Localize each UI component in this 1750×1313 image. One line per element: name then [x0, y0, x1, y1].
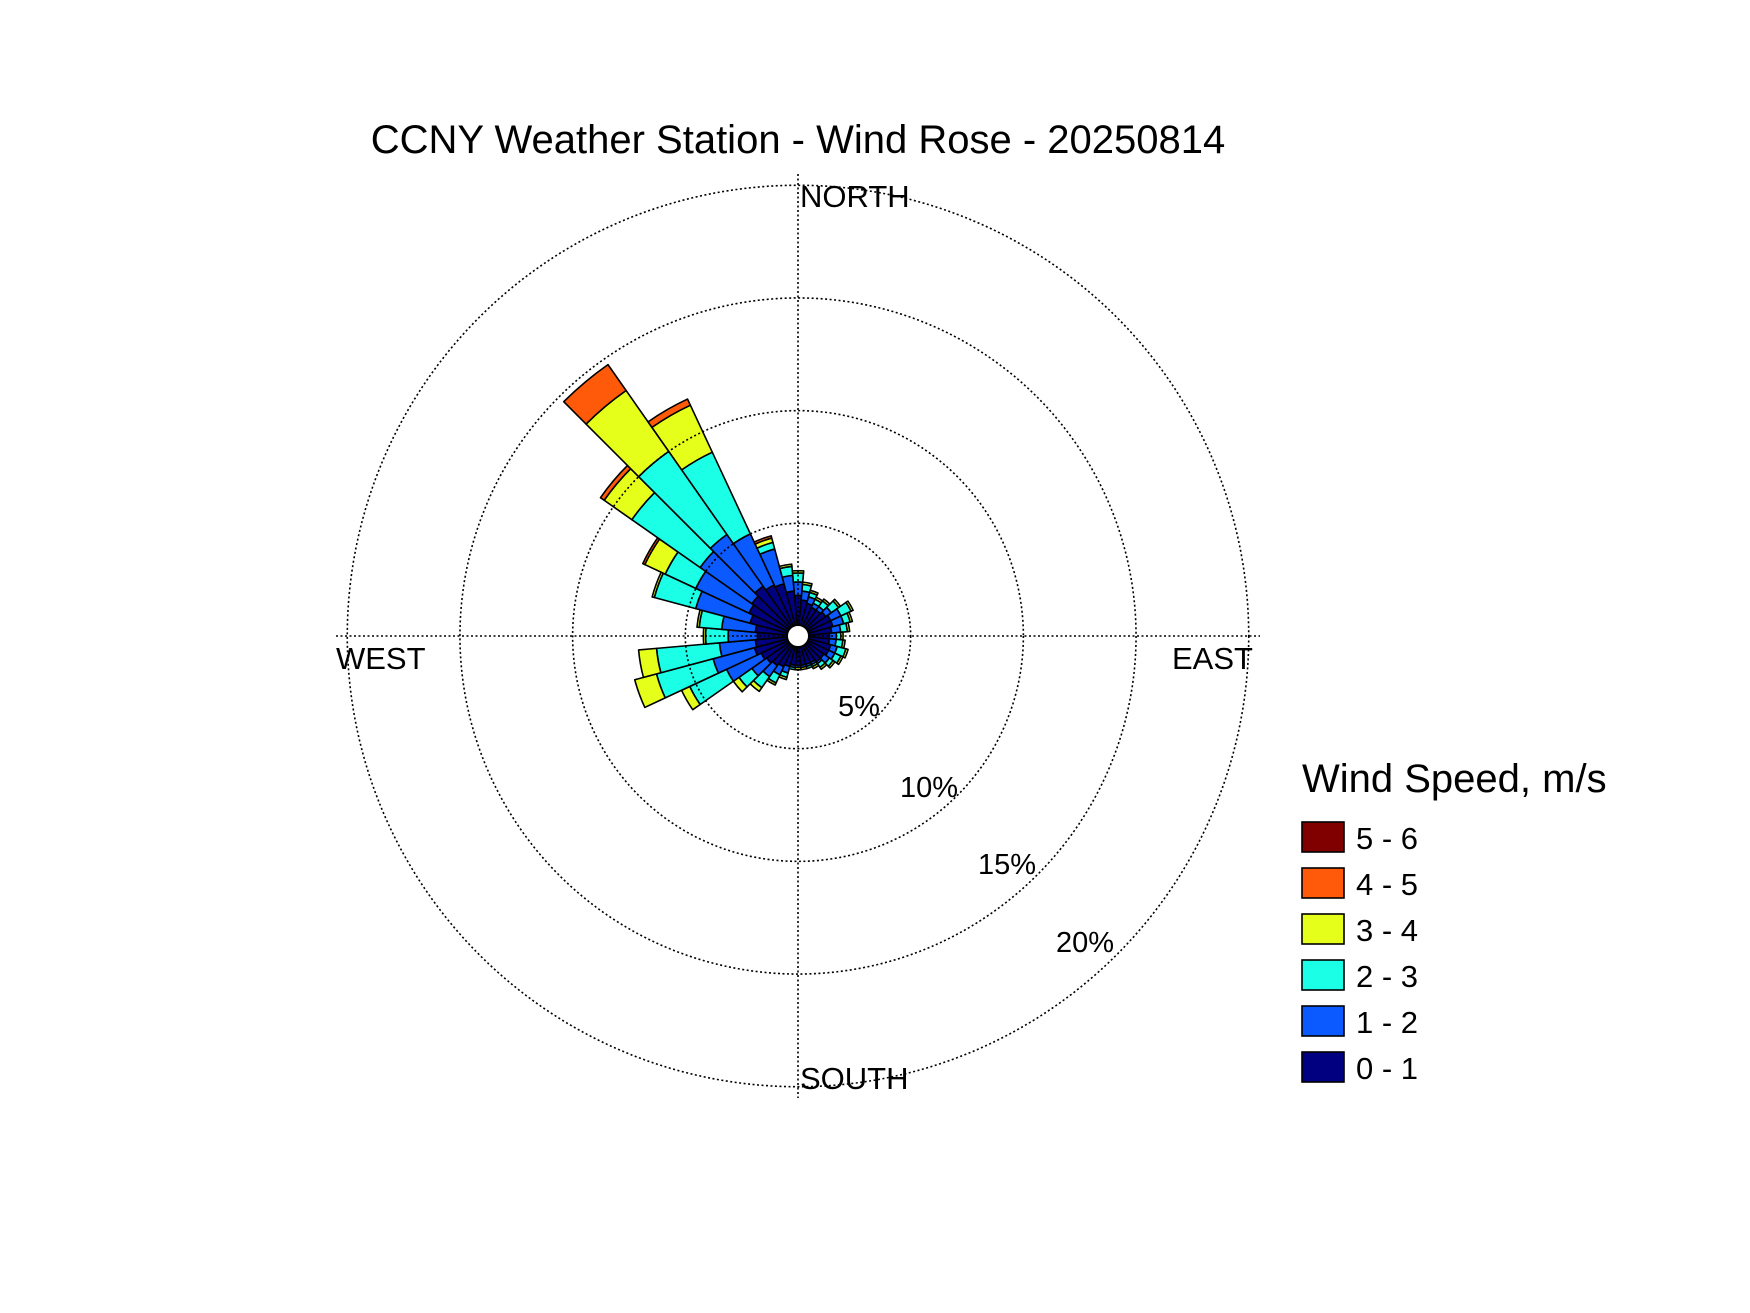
- legend: Wind Speed, m/s 5 - 6 4 - 5 3 - 4 2 - 3 1 - …: [1301, 757, 1607, 1086]
- sector-bar-320-bin-4: [562, 363, 627, 425]
- sector-bar-70-bin-3: [846, 611, 854, 623]
- legend-label-2: 3 - 4: [1356, 913, 1418, 948]
- east-label: EAST: [1172, 641, 1253, 676]
- legend-swatch-2: [1301, 913, 1345, 945]
- calm-center-circle: [786, 624, 810, 648]
- sector-bar-20-bin-3: [808, 589, 819, 596]
- sector-bar-150-bin-3: [811, 662, 820, 670]
- sector-bar-350-bin-3: [778, 563, 793, 570]
- north-label: NORTH: [800, 179, 910, 214]
- chart-title: CCNY Weather Station - Wind Rose - 20250…: [371, 118, 1226, 162]
- south-label: SOUTH: [800, 1061, 909, 1096]
- sector-bar-340-bin-4: [753, 535, 773, 545]
- legend-swatch-5: [1301, 1051, 1345, 1083]
- ring-label-15: 15%: [978, 849, 1036, 881]
- legend-label-3: 2 - 3: [1356, 959, 1418, 994]
- legend-label-1: 4 - 5: [1356, 867, 1418, 902]
- polar-plot-area: [336, 174, 1260, 1098]
- sector-bar-330-bin-4: [647, 398, 692, 429]
- sector-bar-10-bin-3: [801, 581, 813, 587]
- sector-bar-110-bin-3: [842, 648, 849, 659]
- grid-ring-20: [346, 184, 1250, 1088]
- grid-ring-10: [571, 409, 1025, 863]
- legend-items: 5 - 6 4 - 5 3 - 4 2 - 3 1 - 2 0 - 1: [1301, 821, 1418, 1086]
- legend-label-0: 5 - 6: [1356, 821, 1418, 856]
- grid-ring-5: [684, 522, 912, 750]
- legend-label-5: 0 - 1: [1356, 1051, 1418, 1086]
- ring-label-20: 20%: [1056, 927, 1114, 959]
- sector-bar-120-bin-3: [835, 655, 844, 666]
- grid-ring-15: [459, 297, 1137, 975]
- polar-grid: [336, 174, 1260, 1098]
- ring-label-10: 10%: [900, 772, 958, 804]
- west-label: WEST: [336, 641, 426, 676]
- sector-bar-130-bin-3: [827, 659, 836, 669]
- legend-swatch-3: [1301, 959, 1345, 991]
- sector-bar-140-bin-3: [819, 662, 828, 671]
- legend-swatch-4: [1301, 1005, 1345, 1037]
- legend-title: Wind Speed, m/s: [1302, 757, 1607, 801]
- sector-bar-250-bin-3: [633, 673, 667, 709]
- legend-label-4: 1 - 2: [1356, 1005, 1418, 1040]
- legend-swatch-1: [1301, 867, 1345, 899]
- sector-bar-260-bin-3: [637, 647, 662, 679]
- sector-bars: [562, 363, 854, 711]
- ring-label-5: 5%: [838, 691, 880, 723]
- sector-bar-60-bin-3: [845, 600, 854, 613]
- sector-bar-80-bin-3: [845, 621, 851, 633]
- legend-swatch-0: [1301, 821, 1345, 853]
